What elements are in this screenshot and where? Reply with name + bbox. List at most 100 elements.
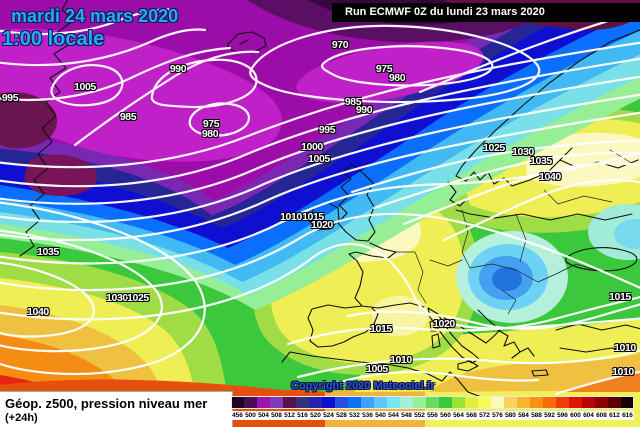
scale-swatch	[543, 396, 556, 409]
north-africa-coast	[281, 351, 505, 401]
scale-item: 508	[270, 396, 283, 420]
scale-value: 512	[283, 411, 296, 420]
scale-item: 516	[296, 396, 309, 420]
scale-value: 576	[491, 411, 504, 420]
date-line: mardi 24 mars 2020	[11, 6, 179, 26]
iceland-coast	[227, 31, 267, 54]
country-borders	[395, 149, 631, 315]
map-title-box: Géop. z500, pression niveau mer (+24h)	[0, 391, 233, 427]
color-scale: 456 500 504 508 512 516 520 524 528 53	[231, 396, 634, 420]
scale-item: 532	[348, 396, 361, 420]
scale-swatch	[608, 396, 621, 409]
scale-item: 616	[621, 396, 634, 420]
scale-value: 600	[569, 411, 582, 420]
scale-swatch	[517, 396, 530, 409]
scale-value: 580	[504, 411, 517, 420]
scale-item: 596	[556, 396, 569, 420]
italy-coast	[427, 307, 487, 372]
scale-swatch	[361, 396, 374, 409]
scale-value: 548	[400, 411, 413, 420]
scale-item: 536	[361, 396, 374, 420]
scale-item: 512	[283, 396, 296, 420]
scale-value: 508	[270, 411, 283, 420]
scale-item: 576	[491, 396, 504, 420]
scale-swatch	[426, 396, 439, 409]
scale-swatch	[309, 396, 322, 409]
scale-swatch	[478, 396, 491, 409]
france-coast	[348, 242, 425, 309]
scale-item: 540	[374, 396, 387, 420]
scale-item: 600	[569, 396, 582, 420]
scale-value: 456	[231, 411, 244, 420]
scale-value: 544	[387, 411, 400, 420]
scale-item: 560	[439, 396, 452, 420]
scale-value: 504	[257, 411, 270, 420]
scale-item: 524	[322, 396, 335, 420]
scale-value: 592	[543, 411, 556, 420]
scale-item: 584	[517, 396, 530, 420]
scale-item: 580	[504, 396, 517, 420]
scale-value: 572	[478, 411, 491, 420]
scale-value: 616	[621, 411, 634, 420]
scale-value: 584	[517, 411, 530, 420]
scale-item: 588	[530, 396, 543, 420]
scale-value: 528	[335, 411, 348, 420]
scale-value: 520	[309, 411, 322, 420]
scale-item: 552	[413, 396, 426, 420]
greenland-coast	[19, 0, 75, 257]
scale-value: 560	[439, 411, 452, 420]
run-info-text: Run ECMWF 0Z du lundi 23 mars 2020	[345, 6, 545, 18]
great-britain-coast	[337, 163, 376, 242]
scale-swatch	[439, 396, 452, 409]
scale-swatch	[257, 396, 270, 409]
scale-swatch	[413, 396, 426, 409]
scale-value: 556	[426, 411, 439, 420]
scale-value: 524	[322, 411, 335, 420]
scale-swatch	[595, 396, 608, 409]
scale-value: 552	[413, 411, 426, 420]
iberia-coast	[307, 304, 379, 348]
scale-value: 540	[374, 411, 387, 420]
scale-value: 532	[348, 411, 361, 420]
black-sea-anatolia-coast	[555, 247, 640, 353]
scale-swatch	[504, 396, 517, 409]
map-title: Géop. z500, pression niveau mer	[5, 396, 208, 411]
scale-item: 456	[231, 396, 244, 420]
scale-item: 568	[465, 396, 478, 420]
scale-value: 516	[296, 411, 309, 420]
coastlines	[19, 0, 640, 401]
scale-swatch	[374, 396, 387, 409]
date-overlay: mardi 24 mars 2020 1:00 locale	[2, 6, 178, 51]
scale-item: 500	[244, 396, 257, 420]
scale-item: 544	[387, 396, 400, 420]
scale-swatch	[491, 396, 504, 409]
copyright-text: Copyright 2020 Meteociel.fr	[291, 380, 435, 392]
baltic-coast	[447, 181, 633, 221]
scale-item: 604	[582, 396, 595, 420]
scale-item: 556	[426, 396, 439, 420]
scale-value: 536	[361, 411, 374, 420]
scale-swatch	[400, 396, 413, 409]
greece-coast	[477, 309, 549, 377]
scale-value: 596	[556, 411, 569, 420]
scale-value: 604	[582, 411, 595, 420]
scale-swatch	[283, 396, 296, 409]
scale-value: 588	[530, 411, 543, 420]
scale-swatch	[452, 396, 465, 409]
scale-swatch	[244, 396, 257, 409]
scale-value: 500	[244, 411, 257, 420]
scale-swatch	[530, 396, 543, 409]
scale-swatch	[231, 396, 244, 409]
scale-swatch	[387, 396, 400, 409]
scale-swatch	[270, 396, 283, 409]
scale-value: 608	[595, 411, 608, 420]
scale-item: 504	[257, 396, 270, 420]
scale-swatch	[322, 396, 335, 409]
scale-swatch	[569, 396, 582, 409]
time-line: 1:00 locale	[2, 28, 105, 50]
scale-swatch	[621, 396, 634, 409]
scale-swatch	[335, 396, 348, 409]
scale-value: 564	[452, 411, 465, 420]
